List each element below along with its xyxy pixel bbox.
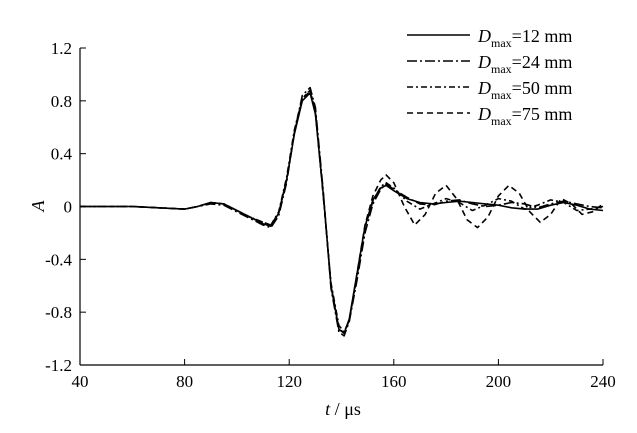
x-tick-label: 80 bbox=[176, 372, 193, 391]
y-tick-label: -0.4 bbox=[45, 250, 72, 269]
axes: -1.2 -0.8 -0.4 0 0.4 0.8 1.2 40 80 120 160 200 240 bbox=[45, 39, 616, 391]
y-tick-label: 0.4 bbox=[51, 145, 73, 164]
y-tick-label: -1.2 bbox=[45, 356, 72, 375]
legend-label-3: Dmax=50 mm bbox=[477, 78, 572, 102]
x-tick-label: 240 bbox=[590, 372, 616, 391]
y-axis-label: A bbox=[28, 200, 48, 213]
series-line-1 bbox=[80, 92, 604, 335]
y-tick-label: -0.8 bbox=[45, 303, 72, 322]
y-tick-label: 1.2 bbox=[51, 39, 72, 58]
y-tick-label: 0 bbox=[64, 198, 73, 217]
x-axis-label: t / μs bbox=[325, 399, 361, 419]
x-axis-unit: μs bbox=[344, 399, 361, 419]
legend-label-1: Dmax=12 mm bbox=[477, 26, 572, 50]
x-tick-label: 160 bbox=[381, 372, 407, 391]
x-axis-separator: / bbox=[330, 399, 344, 419]
series-line-2 bbox=[80, 86, 604, 337]
legend-label-2: Dmax=24 mm bbox=[477, 52, 572, 76]
legend-label-4: Dmax=75 mm bbox=[477, 104, 572, 128]
x-tick-label: 120 bbox=[276, 372, 302, 391]
x-tick-label: 40 bbox=[72, 372, 89, 391]
series-layer bbox=[80, 86, 604, 337]
series-line-4 bbox=[80, 90, 604, 335]
x-tick-label: 200 bbox=[486, 372, 512, 391]
series-line-3 bbox=[80, 89, 604, 333]
y-tick-label: 0.8 bbox=[51, 92, 72, 111]
x-axis-variable: t bbox=[325, 399, 331, 419]
